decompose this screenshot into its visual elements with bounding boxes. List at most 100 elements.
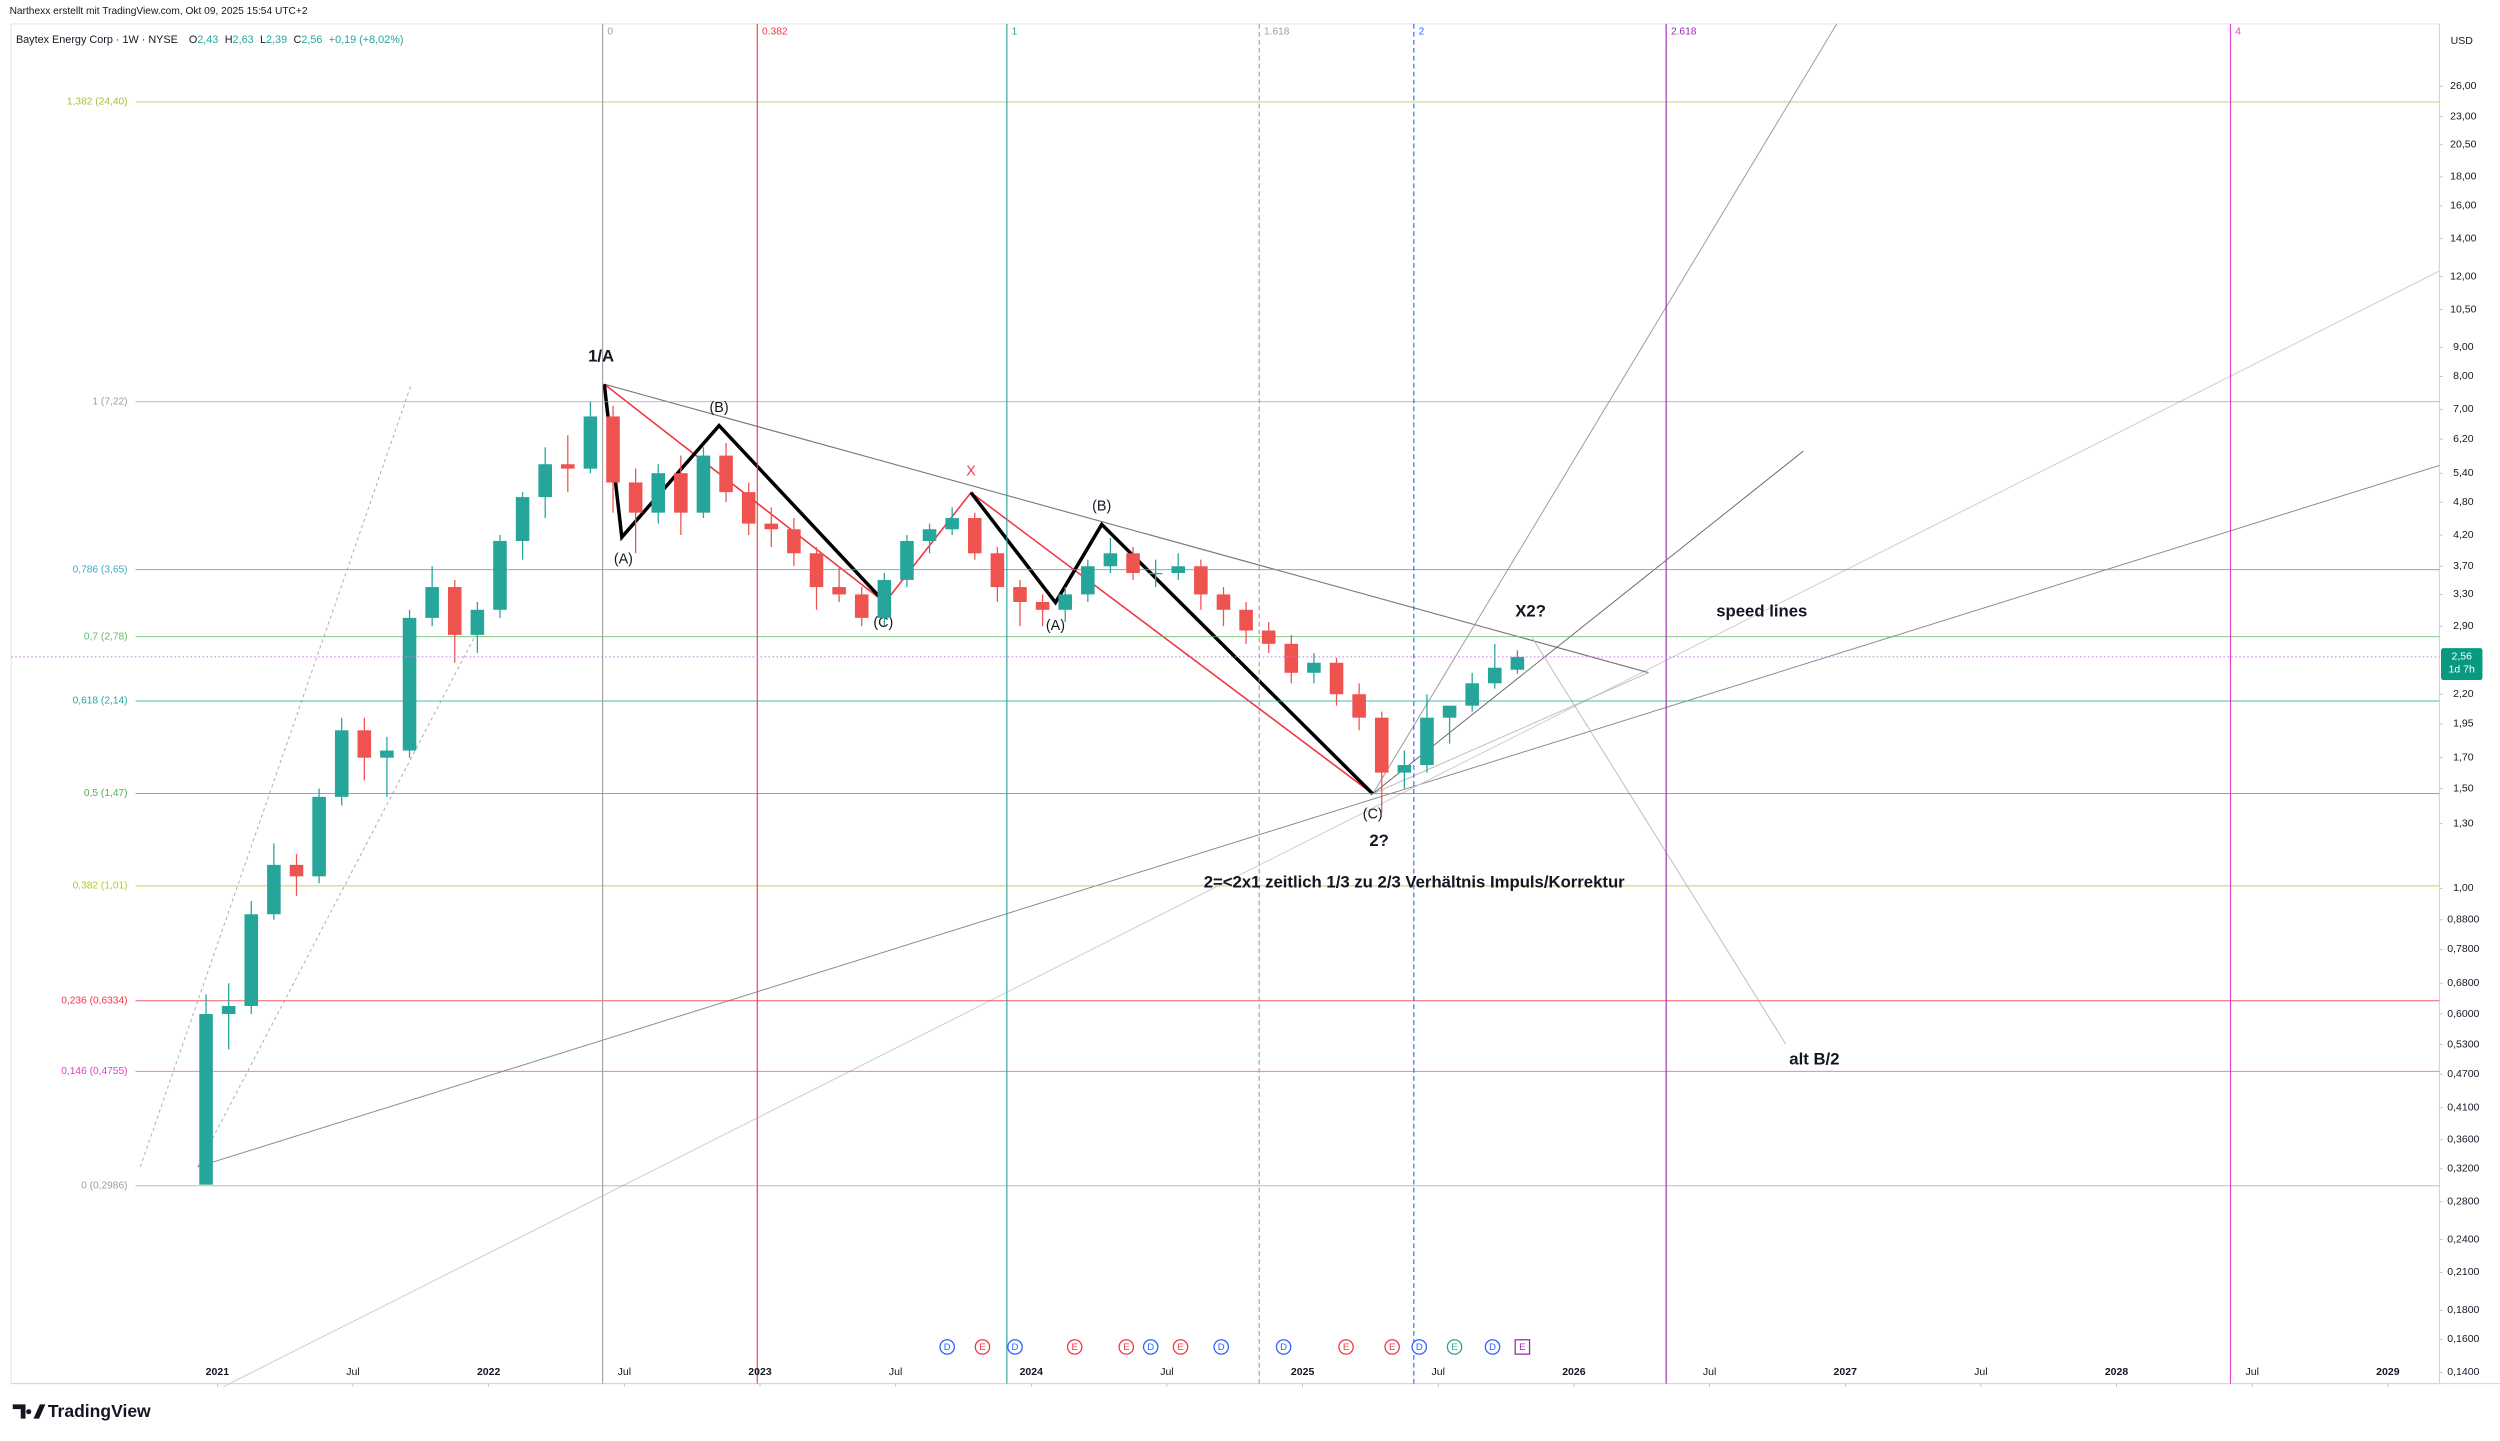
fib-label: 0,7 (2,78) <box>84 631 128 642</box>
y-tick-label: 0,5300 <box>2447 1038 2479 1050</box>
note: 2=<2x1 zeitlich 1/3 zu 2/3 Verhältnis Im… <box>1204 873 1625 892</box>
dotted-trend <box>197 629 479 1168</box>
price-tag <box>2441 648 2483 681</box>
event-marker <box>1484 1339 1501 1355</box>
candle-body <box>425 587 439 618</box>
x-tick-label: 2028 <box>2105 1366 2129 1378</box>
candle-body <box>854 594 869 618</box>
candle-body <box>583 416 598 469</box>
candle-body <box>1216 594 1231 610</box>
trend-line <box>197 464 2440 1168</box>
y-tick-label: 18,00 <box>2450 171 2476 183</box>
event-marker <box>1446 1339 1463 1355</box>
candle-body <box>1465 683 1479 706</box>
wave-label: (C) <box>873 615 893 631</box>
y-tick-label: 3,30 <box>2453 588 2474 600</box>
event-label: E <box>979 1342 985 1353</box>
candle-body <box>1171 566 1186 573</box>
y-tick-label: 0,1800 <box>2447 1304 2479 1316</box>
y-tick-label: 0,2800 <box>2447 1195 2479 1207</box>
ohlc-value: 2,63 <box>233 34 254 46</box>
ohlc-value: 2,39 <box>266 34 287 46</box>
y-tick-label: 0,3600 <box>2447 1134 2479 1146</box>
y-tick-label: 8,00 <box>2453 370 2474 382</box>
candle-body <box>809 553 824 588</box>
event-label: E <box>1123 1342 1129 1353</box>
x-tick-label: Jul <box>618 1366 631 1378</box>
y-tick-label: 1,70 <box>2453 751 2474 763</box>
fib-label: 0,618 (2,14) <box>73 696 128 707</box>
x-tick-label: Jul <box>1974 1366 1987 1378</box>
event-marker <box>1142 1339 1159 1355</box>
event-label: E <box>1343 1342 1349 1353</box>
candle-body <box>674 473 688 513</box>
x-tick-label: Jul <box>1703 1366 1716 1378</box>
candle-body <box>877 579 892 618</box>
x-tick-label: 2023 <box>748 1366 772 1378</box>
candle-body <box>1307 662 1321 673</box>
candle-body <box>628 482 643 513</box>
y-tick-label: 0,1600 <box>2447 1333 2479 1345</box>
time-zone-label: 2 <box>1419 27 1425 38</box>
candle-body <box>1126 553 1140 573</box>
event-marker <box>1275 1339 1292 1355</box>
candle-body <box>1488 667 1502 684</box>
x-tick-label: Jul <box>1160 1366 1173 1378</box>
logo-mark <box>12 1404 46 1419</box>
candle-body <box>967 518 982 554</box>
candle-body <box>267 864 281 915</box>
candle-body <box>719 455 733 493</box>
event-label: D <box>1489 1342 1496 1353</box>
candle-body <box>357 730 372 758</box>
candle-body <box>1261 630 1276 644</box>
candle-body <box>1510 656 1525 670</box>
y-tick-label: 1,50 <box>2453 782 2474 794</box>
event-marker <box>1213 1339 1230 1355</box>
event-label: E <box>1389 1342 1395 1353</box>
y-tick-label: 0,4100 <box>2447 1102 2479 1114</box>
trend-line <box>222 270 2440 1388</box>
x-tick-label: 2022 <box>477 1366 501 1378</box>
y-tick-label: 0,6800 <box>2447 977 2479 989</box>
y-tick-label: 1,30 <box>2453 818 2474 830</box>
dotted-trend <box>139 384 412 1167</box>
wave-label: (A) <box>614 551 633 567</box>
y-tick-label: 26,00 <box>2450 80 2476 92</box>
candle-body <box>1035 601 1050 610</box>
change: +0,19 (+8,02%) <box>329 34 404 46</box>
fib-label: 1,382 (24,40) <box>67 97 128 108</box>
fib-label: 0,5 (1,47) <box>84 788 128 799</box>
y-tick-label: 20,50 <box>2450 139 2476 151</box>
x-tick-label: 2026 <box>1562 1366 1586 1378</box>
wave-label: (C) <box>1363 806 1383 822</box>
fib-label: 0,786 (3,65) <box>73 564 128 575</box>
ohlc-key: H <box>225 34 233 46</box>
candle-body <box>1329 662 1344 695</box>
candle-body <box>900 540 914 580</box>
speed-line <box>1372 450 1804 795</box>
candle-body <box>945 518 959 530</box>
event-marker <box>1007 1339 1023 1355</box>
ohlc-value: 2,43 <box>197 34 218 46</box>
event-marker <box>1066 1339 1083 1355</box>
wave-label: (B) <box>710 400 729 416</box>
candle-body <box>289 864 304 877</box>
time-zone-label: 1.618 <box>1264 27 1290 38</box>
ohlc-key: L <box>260 34 266 46</box>
candle-body <box>1148 572 1163 575</box>
candle-body <box>741 492 756 524</box>
event-marker <box>1411 1339 1428 1355</box>
candle-body <box>199 1014 213 1185</box>
candle-body <box>447 587 462 635</box>
y-tick-label: 16,00 <box>2450 200 2476 212</box>
fib-label: 0,236 (0,6334) <box>61 995 127 1006</box>
candle-body <box>221 1005 236 1015</box>
x-tick-label: 2027 <box>1834 1366 1858 1378</box>
logo: TradingView <box>12 1401 151 1421</box>
candle-body <box>1284 643 1299 673</box>
candle-body <box>606 416 620 483</box>
symbol-line: Baytex Energy Corp · 1W · NYSE O2,43 H2,6… <box>16 34 404 46</box>
speed-line <box>1372 23 1838 795</box>
candle-body <box>1239 609 1253 631</box>
